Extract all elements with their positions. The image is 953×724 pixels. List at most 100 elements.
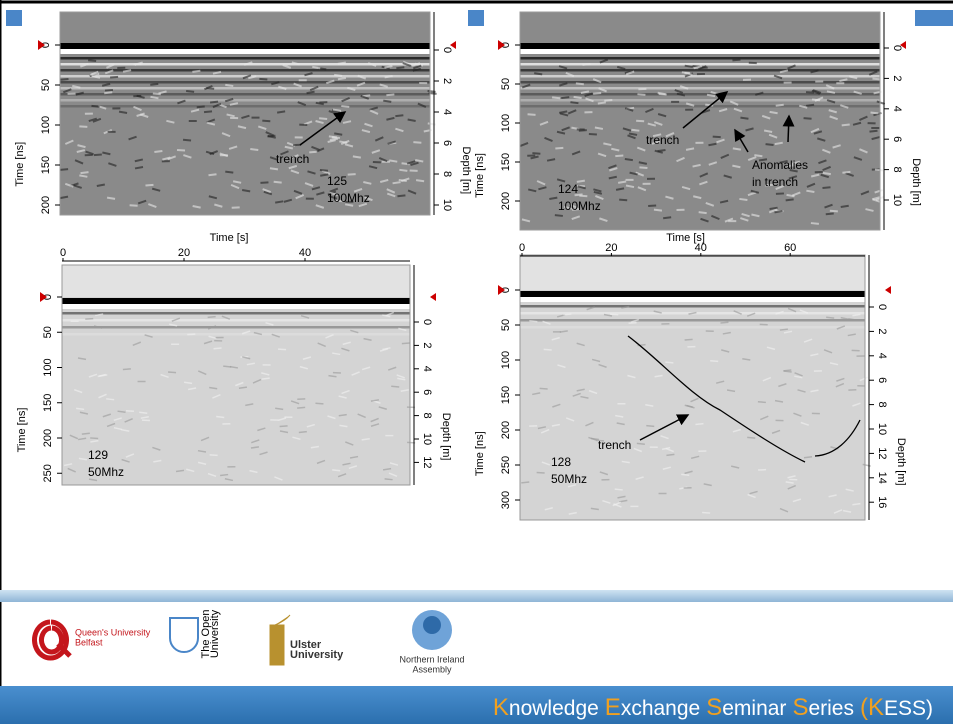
distance-tick-label: 0: [519, 242, 525, 254]
texture-stroke: [319, 117, 328, 120]
texture-stroke: [769, 206, 778, 211]
texture-stroke: [219, 152, 229, 158]
texture-stroke: [293, 82, 302, 88]
texture-stroke: [551, 423, 561, 427]
texture-stroke: [571, 208, 581, 211]
time-tick-label: 100: [500, 351, 512, 369]
texture-stroke: [333, 73, 343, 78]
texture-stroke: [690, 397, 699, 403]
texture-stroke: [315, 101, 324, 106]
texture-stroke: [788, 175, 798, 180]
texture-stroke: [370, 399, 380, 402]
texture-stroke: [247, 75, 257, 80]
annotation: trench: [646, 133, 679, 147]
texture-stroke: [598, 87, 607, 93]
texture-stroke: [232, 180, 242, 184]
texture-stroke: [262, 188, 272, 193]
distance-axis-title: Time [s]: [210, 232, 249, 244]
texture-stroke: [594, 126, 604, 130]
texture-stroke: [559, 330, 568, 333]
series-title: Knowledge Exchange Seminar Series (KESS): [487, 694, 933, 722]
texture-stroke: [93, 325, 103, 329]
texture-stroke: [171, 317, 181, 322]
depth-tick-label: 2: [421, 342, 433, 348]
texture-stroke: [106, 398, 115, 401]
texture-stroke: [528, 188, 537, 193]
texture-stroke: [383, 99, 392, 103]
texture-stroke: [96, 183, 106, 188]
texture-stroke: [190, 108, 200, 113]
reflection-band: [520, 57, 880, 60]
texture-stroke: [627, 134, 636, 140]
texture-stroke: [803, 456, 813, 459]
texture-stroke: [832, 144, 841, 149]
texture-stroke: [575, 82, 584, 86]
texture-stroke: [628, 321, 637, 325]
texture-stroke: [785, 481, 794, 484]
texture-stroke: [369, 106, 379, 111]
texture-stroke: [654, 374, 663, 378]
texture-stroke: [246, 362, 255, 366]
texture-stroke: [290, 400, 300, 405]
texture-stroke: [724, 217, 734, 223]
texture-stroke: [532, 392, 541, 396]
texture-stroke: [726, 389, 736, 393]
reflection-band: [520, 105, 880, 108]
depth-tick-label: 8: [421, 413, 433, 419]
texture-stroke: [295, 194, 305, 200]
depth-tick-label: 14: [876, 472, 888, 484]
texture-stroke: [77, 357, 87, 361]
texture-stroke: [695, 422, 704, 426]
texture-stroke: [192, 204, 201, 209]
texture-stroke: [593, 91, 602, 95]
texture-stroke: [290, 169, 300, 175]
texture-stroke: [869, 129, 878, 133]
texture-stroke: [539, 387, 548, 390]
texture-stroke: [660, 435, 669, 440]
corner-square: [468, 10, 484, 26]
texture-stroke: [76, 149, 86, 153]
reflection-band: [60, 93, 430, 96]
texture-stroke: [708, 161, 718, 166]
texture-stroke: [399, 168, 408, 172]
texture-stroke: [774, 141, 783, 146]
texture-stroke: [417, 102, 427, 108]
texture-stroke: [209, 386, 218, 390]
texture-stroke: [859, 376, 869, 382]
texture-stroke: [732, 58, 741, 62]
texture-stroke: [598, 363, 607, 368]
texture-stroke: [101, 82, 111, 87]
texture-stroke: [653, 208, 663, 212]
texture-stroke: [628, 132, 638, 136]
texture-stroke: [757, 400, 766, 404]
texture-stroke: [745, 127, 754, 132]
texture-stroke: [200, 436, 210, 442]
texture-stroke: [396, 374, 405, 379]
texture-stroke: [582, 63, 591, 66]
texture-stroke: [635, 171, 645, 177]
texture-stroke: [297, 101, 307, 107]
texture-stroke: [259, 77, 268, 81]
texture-stroke: [690, 455, 700, 460]
texture-stroke: [760, 415, 769, 421]
texture-stroke: [400, 389, 409, 393]
texture-stroke: [271, 81, 280, 86]
texture-stroke: [225, 83, 234, 88]
texture-stroke: [402, 62, 412, 67]
texture-stroke: [370, 423, 380, 427]
texture-stroke: [392, 181, 401, 185]
annotation-arrow: [299, 111, 347, 146]
texture-stroke: [699, 172, 709, 178]
texture-stroke: [740, 116, 749, 120]
texture-stroke: [845, 488, 854, 492]
texture-stroke: [610, 313, 619, 316]
texture-stroke: [774, 209, 783, 214]
texture-stroke: [262, 119, 271, 123]
texture-stroke: [739, 197, 748, 201]
texture-stroke: [805, 103, 815, 107]
texture-stroke: [309, 85, 319, 92]
texture-stroke: [133, 105, 142, 112]
texture-stroke: [206, 121, 216, 126]
texture-stroke: [593, 190, 603, 195]
texture-stroke: [187, 387, 197, 391]
